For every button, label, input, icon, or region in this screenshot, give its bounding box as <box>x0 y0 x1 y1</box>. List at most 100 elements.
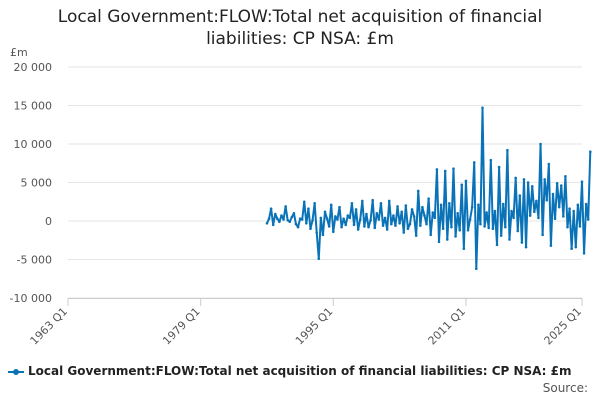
data-point[interactable] <box>533 210 536 214</box>
data-point[interactable] <box>493 209 497 213</box>
data-point[interactable] <box>369 218 372 222</box>
data-point[interactable] <box>402 231 406 234</box>
data-point[interactable] <box>331 230 335 234</box>
data-point[interactable] <box>321 233 325 237</box>
data-point[interactable] <box>464 179 468 183</box>
data-point[interactable] <box>346 214 350 217</box>
data-point[interactable] <box>396 205 399 208</box>
data-point[interactable] <box>342 217 345 220</box>
data-point[interactable] <box>267 217 271 220</box>
data-point[interactable] <box>433 216 437 220</box>
data-point[interactable] <box>377 218 381 221</box>
data-point[interactable] <box>365 212 368 216</box>
data-point[interactable] <box>559 184 563 187</box>
data-point[interactable] <box>383 216 387 220</box>
data-point[interactable] <box>466 228 470 232</box>
data-point[interactable] <box>323 210 327 214</box>
data-point[interactable] <box>448 201 451 205</box>
data-point[interactable] <box>429 233 433 237</box>
data-point[interactable] <box>499 234 503 237</box>
data-point[interactable] <box>539 142 542 146</box>
data-point[interactable] <box>412 215 416 218</box>
data-point[interactable] <box>458 228 462 232</box>
data-point[interactable] <box>394 224 397 227</box>
data-point[interactable] <box>410 208 414 211</box>
data-point[interactable] <box>439 203 443 207</box>
data-point[interactable] <box>361 199 364 203</box>
data-point[interactable] <box>506 148 509 152</box>
data-point[interactable] <box>423 214 426 217</box>
data-point[interactable] <box>508 238 511 241</box>
data-point[interactable] <box>495 243 499 247</box>
data-point[interactable] <box>441 227 445 230</box>
data-point[interactable] <box>578 225 582 228</box>
data-point[interactable] <box>350 201 354 205</box>
data-point[interactable] <box>317 257 321 261</box>
data-point[interactable] <box>296 225 300 229</box>
data-point[interactable] <box>278 220 281 224</box>
data-point[interactable] <box>522 178 526 181</box>
data-point[interactable] <box>452 167 455 170</box>
data-point[interactable] <box>518 194 522 197</box>
data-point[interactable] <box>414 234 418 237</box>
data-point[interactable] <box>269 207 273 210</box>
data-point[interactable] <box>574 245 578 249</box>
data-point[interactable] <box>470 205 474 209</box>
data-point[interactable] <box>443 169 447 173</box>
data-point[interactable] <box>472 161 476 164</box>
data-point[interactable] <box>435 168 439 171</box>
data-point[interactable] <box>348 216 352 220</box>
data-point[interactable] <box>445 238 449 241</box>
data-point[interactable] <box>450 225 453 229</box>
data-point[interactable] <box>551 192 555 196</box>
data-point[interactable] <box>566 225 569 229</box>
data-point[interactable] <box>387 199 391 203</box>
data-point[interactable] <box>379 201 383 205</box>
data-point[interactable] <box>358 218 362 221</box>
data-point[interactable] <box>568 207 571 210</box>
data-point[interactable] <box>327 225 331 228</box>
data-point[interactable] <box>537 216 540 220</box>
data-point[interactable] <box>477 203 480 207</box>
data-point[interactable] <box>307 207 310 210</box>
data-point[interactable] <box>282 218 285 221</box>
data-point[interactable] <box>512 216 515 220</box>
data-point[interactable] <box>302 200 306 204</box>
data-point[interactable] <box>390 222 393 226</box>
data-point[interactable] <box>265 222 269 225</box>
data-point[interactable] <box>271 223 275 227</box>
data-point[interactable] <box>582 252 586 255</box>
data-point[interactable] <box>392 214 395 217</box>
data-point[interactable] <box>404 204 408 207</box>
data-point[interactable] <box>545 198 549 202</box>
data-point[interactable] <box>294 222 298 226</box>
data-point[interactable] <box>313 201 316 205</box>
data-point[interactable] <box>408 222 412 226</box>
data-point[interactable] <box>425 222 428 226</box>
data-point[interactable] <box>564 175 567 178</box>
data-point[interactable] <box>406 227 410 230</box>
data-point[interactable] <box>520 241 524 244</box>
data-point[interactable] <box>311 218 314 222</box>
data-point[interactable] <box>489 158 493 162</box>
data-point[interactable] <box>286 218 289 222</box>
data-point[interactable] <box>557 205 561 209</box>
data-point[interactable] <box>373 226 377 230</box>
data-point[interactable] <box>363 225 366 228</box>
data-point[interactable] <box>514 176 517 180</box>
data-point[interactable] <box>416 189 420 193</box>
data-point[interactable] <box>315 231 319 234</box>
data-point[interactable] <box>329 203 333 207</box>
data-point[interactable] <box>375 212 379 215</box>
data-point[interactable] <box>524 245 528 249</box>
data-point[interactable] <box>400 210 403 214</box>
data-point[interactable] <box>290 215 294 219</box>
data-point[interactable] <box>485 211 488 214</box>
data-point[interactable] <box>549 244 553 247</box>
data-point[interactable] <box>300 218 304 221</box>
data-point[interactable] <box>576 203 580 207</box>
data-point[interactable] <box>468 218 472 221</box>
data-point[interactable] <box>479 222 482 226</box>
data-point[interactable] <box>570 247 573 251</box>
data-point[interactable] <box>543 178 546 181</box>
